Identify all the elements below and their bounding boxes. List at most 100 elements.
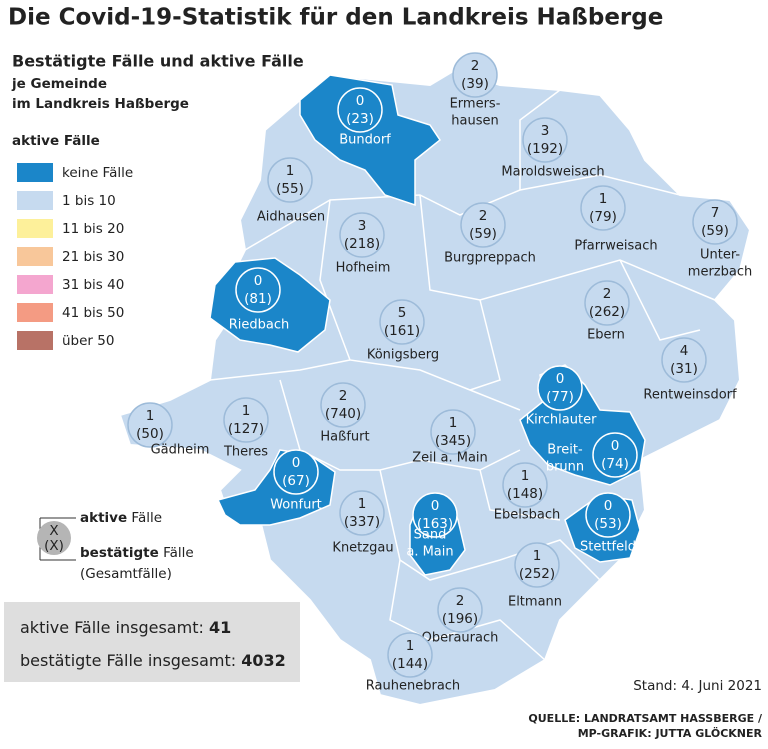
confirmed-cases: (144) [392,656,428,672]
subtitle-line: im Landkreis Haßberge [12,96,189,112]
municipality-name: Zeil a. Main [412,451,488,466]
municipality: 3 (218) Hofheim [336,212,390,276]
municipality: 2 (196) Oberaurach [422,587,499,646]
municipality-circle [339,212,385,258]
municipality: 7 (59) Unter-merzbach [688,199,752,280]
active-cases: 3 [541,123,550,139]
municipality: 1 (144) Rauhenebrach [366,632,460,694]
active-cases: 1 [146,408,155,424]
municipality-circle [584,280,630,326]
legend-label: 31 bis 40 [62,277,124,293]
active-cases: 1 [533,548,542,564]
municipality: 0 (77) Kirchlauter [526,365,597,428]
total-confirmed: bestätigte Fälle insgesamt: 4032 [20,651,286,670]
totals-box [4,602,300,682]
municipality-name: brunn [546,460,584,475]
active-cases: 0 [604,498,613,514]
confirmed-cases: (55) [276,181,304,197]
municipality-borders [209,89,716,661]
municipality-name: Gädheim [151,443,210,458]
confirmed-cases: (345) [435,433,471,449]
municipality: 2 (39) Ermers-hausen [450,52,501,129]
municipality-name: Bundorf [339,133,391,148]
active-cases: 1 [286,163,295,179]
municipality-circle [514,542,560,588]
area-bundorf [299,74,442,207]
confirmed-cases: (337) [344,514,380,530]
confirmed-cases: (53) [594,516,622,532]
legend-swatch [17,331,53,350]
key-rest: Fälle [131,510,162,526]
key-confirmed: bestätigte Fälle [80,545,194,561]
municipality-circle [437,587,483,633]
confirmed-cases: (192) [527,141,563,157]
legend-label: 11 bis 20 [62,221,124,237]
confirmed-cases: (59) [701,223,729,239]
municipality: 5 (161) Königsberg [367,299,439,363]
confirmed-cases: (23) [346,111,374,127]
municipality-name: Oberaurach [422,631,499,646]
total-active: aktive Fälle insgesamt: 41 [20,618,231,637]
confirmed-cases: (31) [670,361,698,377]
confirmed-cases: (74) [601,456,629,472]
municipality: 3 (192) Maroldsweisach [501,117,605,180]
municipality-circle [585,492,631,538]
municipality-circle [522,117,568,163]
active-cases: 0 [611,438,620,454]
active-cases: 1 [358,496,367,512]
municipality-circle [502,462,548,508]
municipality: 1 (148) Ebelsbach [494,462,560,523]
municipality-circle [580,185,626,231]
municipality: 0 (67) Wonfurt [270,449,322,513]
legend-label: 21 bis 30 [62,249,124,265]
municipality-name: Pfarrweisach [574,239,657,254]
municipality-circle [430,409,476,455]
active-cases: 2 [603,286,612,302]
municipality-name: Königsberg [367,348,439,363]
municipality-name: merzbach [688,265,752,280]
municipality-name: Maroldsweisach [501,165,604,180]
municipality-name: Haßfurt [320,430,369,445]
source: MP-GRAFIK: JUTTA GLÖCKNER [578,726,763,740]
active-cases: 0 [556,371,565,387]
municipality-name: a. Main [406,545,453,560]
confirmed-cases: (163) [417,516,453,532]
municipality-circle [412,492,458,538]
municipality-circle [223,397,269,443]
municipality: 0 (81) Riedbach [229,267,289,333]
confirmed-cases: (39) [461,76,489,92]
active-cases: 4 [680,343,689,359]
municipality-name: Eltmann [508,595,562,610]
municipality: 2 (262) Ebern [584,280,630,343]
active-cases: 1 [521,468,530,484]
municipality-circle [273,449,319,495]
total-label: aktive Fälle insgesamt: [20,618,204,637]
legend-swatch [17,191,53,210]
municipality: 1 (252) Eltmann [508,542,562,610]
confirmed-cases: (196) [442,611,478,627]
municipality-name: Ermers- [450,97,501,112]
municipality-name: Ebelsbach [494,508,560,523]
municipality: 4 (31) Rentweinsdorf [643,337,737,403]
municipality: 0 (74) Breit-brunn [546,432,638,478]
municipality: 2 (59) Burgpreppach [444,202,536,266]
municipality: 1 (345) Zeil a. Main [412,409,488,466]
legend-swatch [17,247,53,266]
municipality-circle [460,202,506,248]
municipality-name: Knetzgau [332,541,393,556]
active-cases: 5 [398,305,407,321]
active-cases: 2 [479,208,488,224]
municipality-circle [339,490,385,536]
legend: keine Fälle 1 bis 10 11 bis 20 21 bis 30 31 … [17,163,133,350]
municipality-name: hausen [451,114,498,129]
municipality-name: Aidhausen [257,210,325,225]
municipality: 0 (53) Stettfeld [580,492,636,555]
municipality: 1 (127) Theres [223,397,269,460]
key-symbol [37,521,71,555]
municipality-circle [379,299,425,345]
legend-label: 1 bis 10 [62,193,116,209]
active-cases: 3 [358,218,367,234]
municipality-name: Stettfeld [580,540,636,555]
